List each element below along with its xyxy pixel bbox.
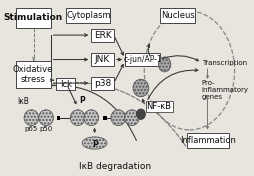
Text: p65: p65 xyxy=(25,125,38,131)
Text: IκB: IκB xyxy=(18,97,29,106)
Ellipse shape xyxy=(158,57,171,72)
Text: Nucleus: Nucleus xyxy=(161,11,195,20)
FancyBboxPatch shape xyxy=(160,8,195,23)
Text: p38: p38 xyxy=(94,79,111,88)
FancyBboxPatch shape xyxy=(66,8,110,23)
Text: Inflammation: Inflammation xyxy=(180,136,236,145)
Bar xyxy=(103,116,107,120)
Ellipse shape xyxy=(82,137,107,149)
FancyBboxPatch shape xyxy=(91,29,114,42)
FancyBboxPatch shape xyxy=(16,61,51,88)
Ellipse shape xyxy=(39,110,53,125)
Text: NF-κB: NF-κB xyxy=(147,102,171,111)
Text: P: P xyxy=(92,140,98,149)
FancyBboxPatch shape xyxy=(125,53,160,66)
Ellipse shape xyxy=(136,109,145,120)
Text: Cytoplasm: Cytoplasm xyxy=(66,11,111,20)
Text: Pro-
inflammatory
genes: Pro- inflammatory genes xyxy=(202,80,249,100)
FancyBboxPatch shape xyxy=(56,78,75,90)
Text: P: P xyxy=(79,96,85,105)
Ellipse shape xyxy=(111,110,126,125)
FancyBboxPatch shape xyxy=(187,133,229,148)
Ellipse shape xyxy=(24,110,39,125)
Text: Stimulation: Stimulation xyxy=(4,13,63,22)
Text: Oxidative
stress: Oxidative stress xyxy=(13,65,53,84)
Ellipse shape xyxy=(70,110,85,125)
Ellipse shape xyxy=(133,79,149,97)
FancyBboxPatch shape xyxy=(91,77,114,90)
Text: c-jun/AP-1: c-jun/AP-1 xyxy=(123,55,162,64)
Text: IκB degradation: IκB degradation xyxy=(79,162,151,171)
Ellipse shape xyxy=(84,110,99,125)
Ellipse shape xyxy=(124,110,139,125)
Text: Ick: Ick xyxy=(60,80,72,89)
FancyBboxPatch shape xyxy=(91,53,114,66)
Text: p50: p50 xyxy=(39,125,53,131)
FancyBboxPatch shape xyxy=(16,8,51,28)
Text: JNK: JNK xyxy=(95,55,110,64)
Bar xyxy=(57,116,60,120)
Text: Transcription: Transcription xyxy=(202,60,247,66)
Text: ERK: ERK xyxy=(94,31,112,40)
